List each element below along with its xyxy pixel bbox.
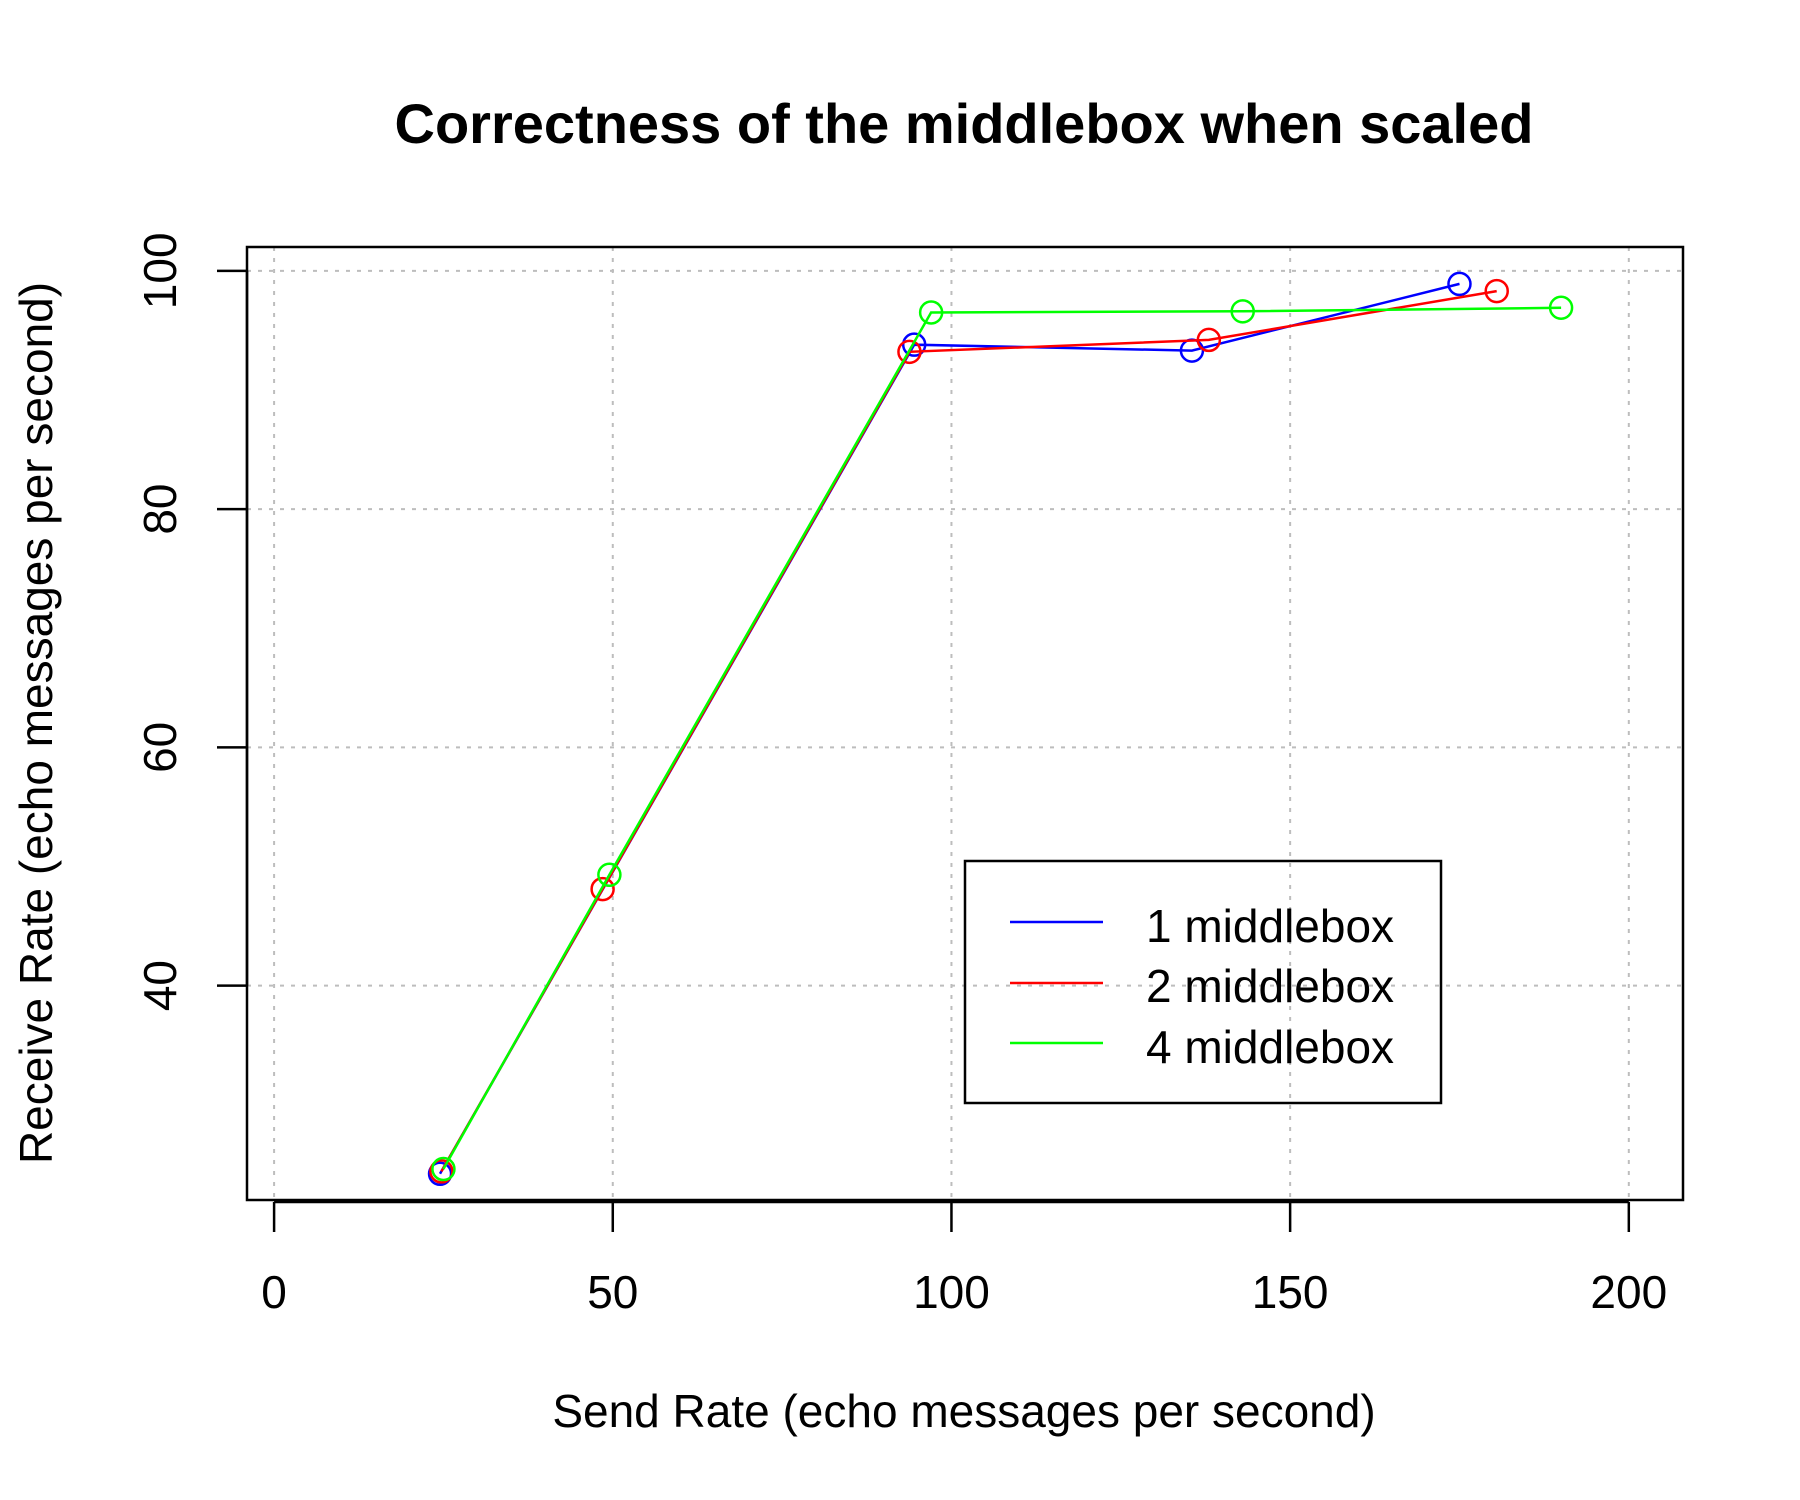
y-tick-label-2: 80: [134, 483, 186, 534]
series-2-point-3: [1196, 327, 1222, 353]
axes: 0 50 100 150 200 40 60 80 100: [134, 232, 1667, 1318]
legend-label-2: 2 middlebox: [1146, 960, 1394, 1012]
series-1-point-3: [1447, 271, 1472, 297]
chart-title: Correctness of the middlebox when scaled: [395, 92, 1534, 155]
x-tick-label-0: 0: [261, 1266, 287, 1318]
series-1-point-1: [901, 332, 927, 357]
series-2-point-4: [1484, 278, 1509, 304]
series-3-point-0: [431, 1156, 456, 1182]
y-tick-label-3: 100: [134, 232, 186, 309]
series-2-point-0: [429, 1159, 454, 1184]
series-3-point-1: [597, 862, 622, 888]
x-tick-label-4: 200: [1590, 1266, 1667, 1318]
x-tick-label-3: 150: [1252, 1266, 1329, 1318]
series-3-point-3: [1230, 299, 1255, 324]
series-3-line: [442, 306, 1562, 1170]
legend: 1 middlebox 2 middlebox 4 middlebox: [963, 859, 1443, 1105]
legend-label-3: 4 middlebox: [1146, 1021, 1394, 1073]
series-2-point-2: [897, 339, 922, 365]
series-3-point-4: [1548, 295, 1574, 321]
series-2-point-1: [590, 876, 615, 902]
y-tick-label-0: 40: [134, 960, 186, 1011]
legend-label-1: 1 middlebox: [1146, 900, 1394, 952]
legend-box: [963, 859, 1443, 1105]
y-axis-label: Receive Rate (echo messages per second): [10, 282, 62, 1164]
x-tick-label-1: 50: [587, 1266, 638, 1318]
x-tick-label-2: 100: [913, 1266, 990, 1318]
series-layer: [427, 271, 1574, 1187]
y-tick-label-1: 60: [134, 722, 186, 773]
series-3: [431, 295, 1574, 1182]
x-axis-label: Send Rate (echo messages per second): [552, 1385, 1375, 1437]
series-3-point-2: [918, 300, 944, 325]
